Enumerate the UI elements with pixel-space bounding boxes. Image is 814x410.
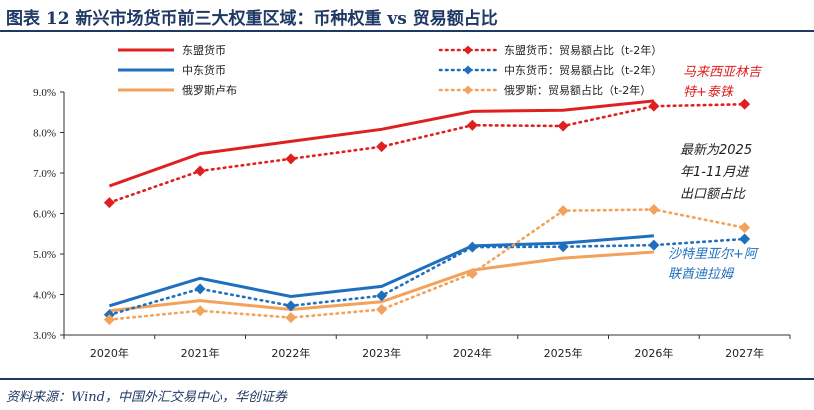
data-point-marker — [739, 233, 751, 245]
legend-label: 中东货币 — [182, 63, 226, 77]
data-point-marker — [285, 312, 297, 324]
x-tick-label: 2020年 — [90, 346, 129, 360]
data-point-marker — [285, 153, 297, 165]
annotation-latest: 最新为2025 — [680, 143, 752, 158]
data-point-marker — [376, 141, 388, 153]
annotation-mideast: 联酋迪拉姆 — [668, 266, 735, 282]
x-tick-label: 2022年 — [271, 346, 310, 360]
data-point-marker — [557, 120, 569, 132]
legend-label: 中东货币：贸易额占比（t-2年） — [504, 63, 662, 77]
data-point-marker — [466, 241, 478, 253]
x-tick-label: 2025年 — [544, 346, 583, 360]
data-point-marker — [739, 98, 751, 110]
source-note: 资料来源：Wind，中国外汇交易中心，华创证券 — [6, 390, 287, 405]
title-bar: 图表 12 新兴市场货币前三大权重区域：币种权重 vs 贸易额占比 — [0, 0, 814, 32]
legend-label: 东盟货币：贸易额占比（t-2年） — [504, 43, 662, 57]
x-tick-label: 2023年 — [362, 346, 401, 360]
series-line-0 — [108, 99, 655, 188]
annotation-mideast: 沙特里亚尔+阿 — [668, 247, 760, 262]
series-line-4 — [108, 237, 746, 317]
data-point-marker — [466, 267, 478, 279]
data-point-marker — [557, 241, 569, 253]
data-point-marker — [648, 239, 660, 251]
y-tick-label: 3.0% — [33, 330, 56, 342]
data-point-marker — [648, 203, 660, 215]
legend-label: 俄罗斯：贸易额占比（t-2年） — [504, 83, 651, 97]
data-point-marker — [103, 197, 115, 209]
chart: 3.0% 4.0% 5.0% 6.0% 7.0% 8.0% 9.0% 2020年 2021年 20… — [33, 43, 791, 360]
legend-marker — [463, 65, 473, 75]
x-tick-label: 2027年 — [725, 346, 764, 360]
y-tick-label: 6.0% — [33, 209, 56, 221]
axes: 3.0% 4.0% 5.0% 6.0% 7.0% 8.0% 9.0% 2020年 2021年 20… — [33, 87, 791, 360]
data-point-marker — [376, 290, 388, 302]
legend-label: 俄罗斯卢布 — [182, 84, 237, 97]
series-line-5 — [108, 208, 746, 321]
annotation-latest: 年1-11月进 — [680, 165, 751, 180]
annotation-asean: 马来西亚林吉 — [683, 65, 763, 80]
data-point-marker — [648, 100, 660, 112]
legend-label: 东盟货币 — [182, 43, 226, 57]
series-line-2 — [109, 250, 655, 313]
x-tick-label: 2021年 — [181, 346, 220, 360]
y-tick-label: 9.0% — [33, 87, 56, 99]
y-tick-label: 7.0% — [33, 168, 56, 180]
y-tick-label: 5.0% — [33, 249, 56, 261]
data-point-marker — [103, 314, 115, 326]
x-tick-label: 2024年 — [453, 346, 492, 360]
data-point-marker — [466, 119, 478, 131]
data-point-marker — [376, 303, 388, 315]
series-layer — [103, 98, 751, 326]
data-point-marker — [739, 222, 751, 234]
data-point-marker — [194, 165, 206, 177]
annotation-asean: 特+泰铢 — [683, 85, 734, 100]
chart-title: 图表 12 新兴市场货币前三大权重区域：币种权重 vs 贸易额占比 — [6, 9, 498, 29]
series-line-3 — [108, 102, 746, 204]
data-point-marker — [194, 283, 206, 295]
data-point-marker — [557, 205, 569, 217]
data-point-marker — [285, 300, 297, 312]
y-tick-label: 8.0% — [33, 128, 56, 140]
annotation-latest: 出口额占比 — [680, 187, 746, 202]
source-bar: 资料来源：Wind，中国外汇交易中心，华创证券 — [0, 378, 814, 410]
data-point-marker — [194, 305, 206, 317]
legend-marker — [463, 45, 473, 55]
y-tick-label: 4.0% — [33, 290, 56, 302]
x-tick-label: 2026年 — [634, 346, 673, 360]
legend-marker — [463, 85, 473, 95]
